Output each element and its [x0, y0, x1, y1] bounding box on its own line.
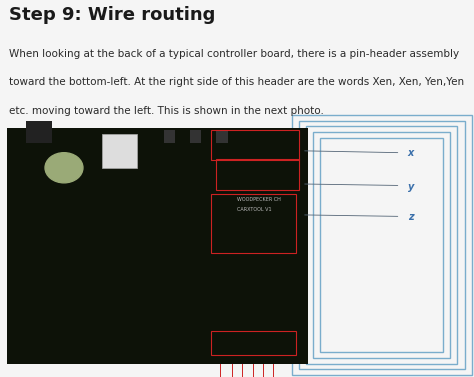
Bar — [292, 115, 472, 375]
Bar — [190, 130, 201, 143]
Bar — [211, 130, 299, 160]
Bar — [164, 130, 175, 143]
Bar — [306, 126, 457, 364]
Text: Step 9: Wire routing: Step 9: Wire routing — [9, 6, 215, 24]
Text: y: y — [408, 182, 414, 192]
Bar — [26, 121, 52, 143]
Text: z: z — [408, 212, 413, 222]
Text: When looking at the back of a typical controller board, there is a pin-header as: When looking at the back of a typical co… — [9, 49, 459, 59]
Text: x: x — [408, 148, 414, 158]
Text: CARXTOOL V1: CARXTOOL V1 — [237, 207, 272, 212]
Text: etc. moving toward the left. This is shown in the next photo.: etc. moving toward the left. This is sho… — [9, 106, 323, 116]
Bar — [211, 331, 296, 355]
Circle shape — [45, 153, 83, 183]
Bar — [320, 138, 443, 352]
Bar — [313, 132, 450, 358]
Bar — [7, 128, 308, 364]
Bar — [216, 130, 228, 143]
Bar — [299, 121, 465, 369]
Bar — [216, 159, 299, 190]
Bar — [102, 134, 137, 168]
Text: toward the bottom-left. At the right side of this header are the words Xen, Xen,: toward the bottom-left. At the right sid… — [9, 77, 464, 87]
Text: WOODPECKER CH: WOODPECKER CH — [237, 197, 281, 202]
Bar — [211, 194, 296, 253]
